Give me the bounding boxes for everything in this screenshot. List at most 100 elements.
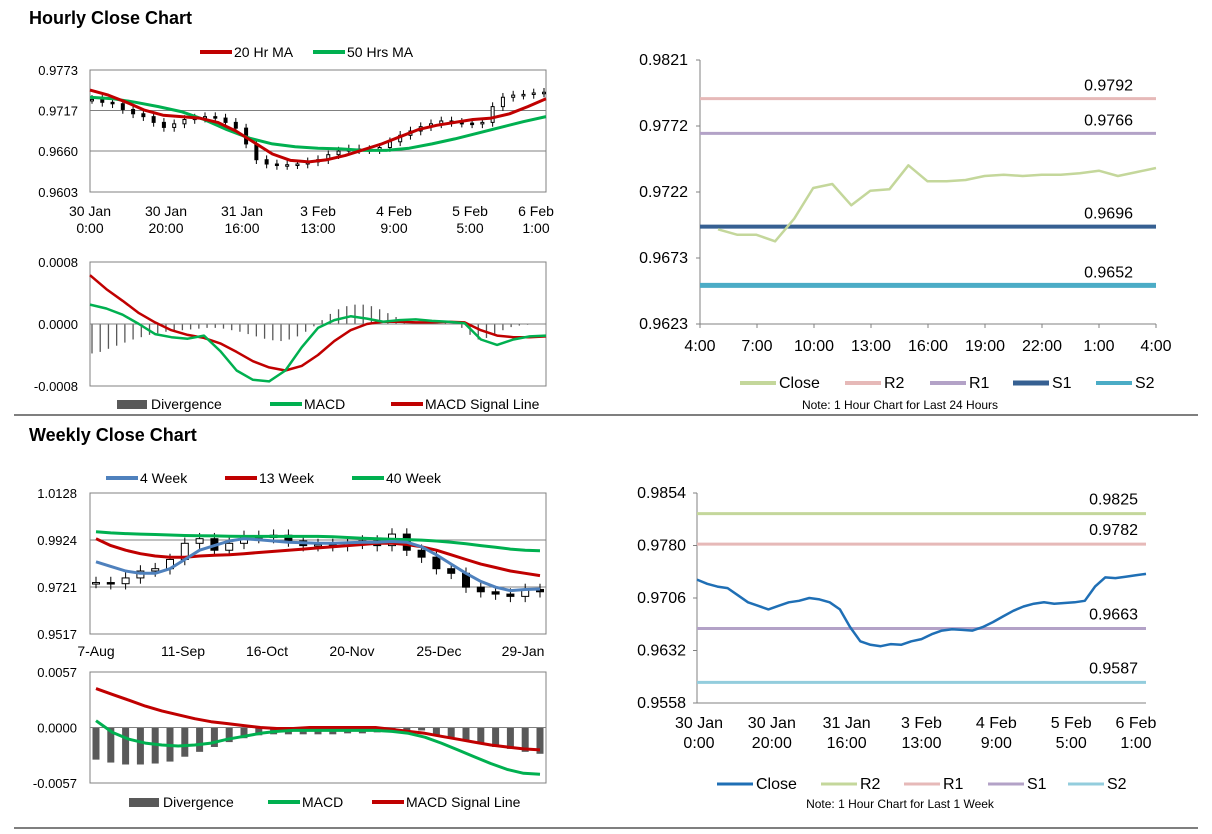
divergence-bar bbox=[403, 727, 411, 731]
macd-line bbox=[95, 719, 541, 776]
x-tick-label: 29-Jan bbox=[502, 643, 545, 659]
ma-4week-line bbox=[95, 537, 541, 593]
divergence-bar bbox=[240, 727, 248, 739]
legend-s2-label: S2 bbox=[1107, 776, 1127, 793]
close-candle-body bbox=[100, 98, 105, 103]
close-candle-body bbox=[90, 98, 94, 102]
hourly-ma-plot-area bbox=[89, 69, 547, 193]
x-tick-label: 5 Feb bbox=[1051, 715, 1092, 732]
legend-13week-label: 13 Week bbox=[259, 470, 315, 486]
close-candle-body bbox=[264, 159, 269, 165]
divergence-bar bbox=[418, 727, 426, 731]
x-tick-label: 30 Jan bbox=[748, 715, 796, 732]
signal-line bbox=[89, 274, 547, 372]
weekly-candle-body bbox=[491, 591, 500, 595]
close-candle-body bbox=[161, 121, 166, 128]
divergence-bar bbox=[210, 727, 218, 747]
section-divider bbox=[14, 414, 1198, 416]
y-tick-label: 0.9854 bbox=[637, 485, 686, 502]
weekly-candle-body bbox=[121, 577, 130, 585]
weekly-candle-body bbox=[476, 586, 485, 593]
close-candle-body bbox=[233, 121, 238, 129]
ma20-line bbox=[89, 88, 547, 164]
close-candle-body bbox=[131, 108, 136, 115]
legend-20hr-label: 20 Hr MA bbox=[234, 44, 294, 60]
x-tick-label: 20-Nov bbox=[329, 643, 374, 659]
x-tick-label: 6 Feb bbox=[518, 203, 554, 219]
close-candle-body bbox=[274, 163, 279, 167]
signal-line bbox=[95, 687, 541, 752]
legend-r1-label: R1 bbox=[969, 375, 990, 392]
y-tick-label: 0.9773 bbox=[38, 63, 78, 78]
level-r1-label: 0.9766 bbox=[1084, 112, 1133, 129]
divergence-bar bbox=[432, 727, 440, 736]
level-s2-label: 0.9587 bbox=[1089, 660, 1138, 677]
close-candle-body bbox=[531, 92, 536, 95]
y-tick-label: 0.9632 bbox=[637, 643, 686, 660]
y-tick-label: 0.9780 bbox=[637, 538, 686, 555]
y-tick-label: -0.0008 bbox=[34, 379, 78, 394]
close-candle-body bbox=[490, 106, 495, 123]
x-tick-label: 5:00 bbox=[1056, 735, 1087, 752]
x-tick-label: 16:00 bbox=[827, 735, 867, 752]
close-candle-body bbox=[151, 116, 156, 123]
legend-divergence-swatch bbox=[129, 798, 159, 807]
x-tick-label: 22:00 bbox=[1022, 338, 1062, 355]
y-tick-label: 0.0000 bbox=[37, 721, 77, 736]
macd-line bbox=[89, 303, 547, 383]
close-candle-body bbox=[110, 101, 115, 105]
close-candle-body bbox=[213, 116, 218, 119]
x-tick-label: 4:00 bbox=[684, 338, 715, 355]
divergence-bar bbox=[136, 727, 144, 765]
legend-signal-label: MACD Signal Line bbox=[406, 794, 521, 810]
x-tick-label: 5:00 bbox=[456, 220, 483, 236]
weekly-candle-body bbox=[447, 568, 456, 574]
level-r2-label: 0.9792 bbox=[1084, 78, 1133, 95]
y-tick-label: 0.9924 bbox=[37, 533, 77, 548]
legend-r1-label: R1 bbox=[943, 776, 964, 793]
divergence-bar bbox=[92, 727, 100, 760]
x-tick-label: 13:00 bbox=[901, 735, 941, 752]
divergence-bar bbox=[447, 727, 455, 738]
ma-40week-line bbox=[95, 530, 541, 553]
legend-macd-label: MACD bbox=[304, 396, 345, 412]
x-tick-label: 4 Feb bbox=[376, 203, 412, 219]
divergence-bar bbox=[477, 727, 485, 744]
legend-signal-label: MACD Signal Line bbox=[425, 396, 540, 412]
y-tick-label: 0.9821 bbox=[639, 52, 688, 69]
close-candle-body bbox=[511, 94, 516, 98]
x-tick-label: 7:00 bbox=[741, 338, 772, 355]
x-tick-label: 0:00 bbox=[683, 735, 714, 752]
weekly-section-title: Weekly Close Chart bbox=[29, 425, 197, 445]
legend-r2-label: R2 bbox=[860, 776, 881, 793]
x-tick-label: 9:00 bbox=[981, 735, 1012, 752]
x-tick-label: 6 Feb bbox=[1116, 715, 1157, 732]
chart-note: Note: 1 Hour Chart for Last 24 Hours bbox=[802, 398, 998, 412]
x-tick-label: 1:00 bbox=[1083, 338, 1114, 355]
x-tick-label: 25-Dec bbox=[416, 643, 461, 659]
y-tick-label: 0.0008 bbox=[38, 255, 78, 270]
x-tick-label: 31 Jan bbox=[221, 203, 263, 219]
divergence-bar bbox=[107, 727, 115, 763]
level-s1-label: 0.9663 bbox=[1089, 607, 1138, 624]
chart-note: Note: 1 Hour Chart for Last 1 Week bbox=[806, 797, 995, 811]
weekly-candle-body bbox=[432, 556, 441, 570]
x-tick-label: 4:00 bbox=[1140, 338, 1171, 355]
legend-close-label: Close bbox=[756, 776, 797, 793]
close-candle-body bbox=[500, 96, 505, 108]
weekly-candle-body bbox=[225, 542, 234, 551]
weekly-candle-body bbox=[506, 593, 515, 597]
x-tick-label: 13:00 bbox=[851, 338, 891, 355]
x-tick-label: 19:00 bbox=[965, 338, 1005, 355]
divergence-bar bbox=[521, 727, 529, 752]
close-candle-body bbox=[172, 123, 177, 128]
x-tick-label: 20:00 bbox=[148, 220, 183, 236]
y-tick-label: 0.9517 bbox=[37, 627, 77, 642]
level-s1-label: 0.9696 bbox=[1084, 206, 1133, 223]
x-tick-label: 7-Aug bbox=[77, 643, 114, 659]
legend-50hr-label: 50 Hrs MA bbox=[347, 44, 414, 60]
divergence-bar bbox=[506, 727, 514, 749]
y-tick-label: 0.9717 bbox=[38, 104, 78, 119]
close-candle-body bbox=[223, 117, 228, 123]
